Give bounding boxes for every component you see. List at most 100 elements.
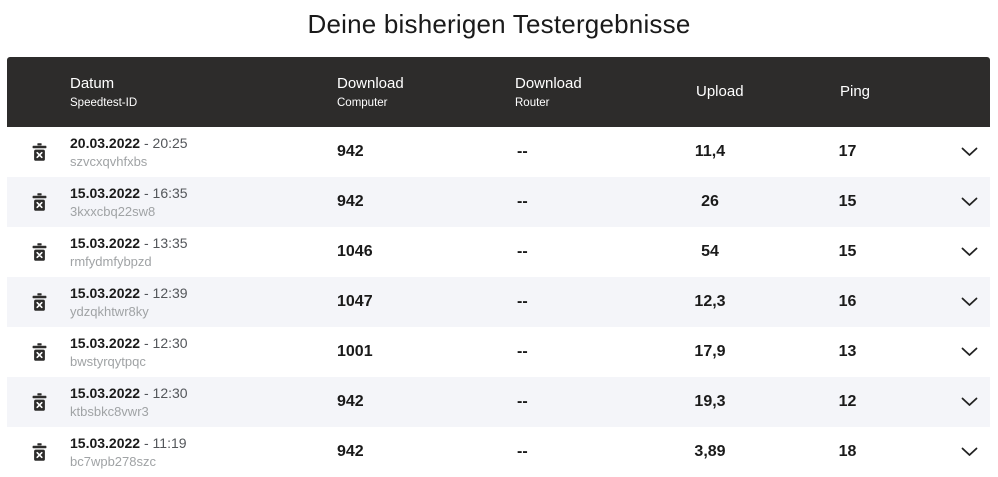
delete-result-button[interactable] <box>28 189 51 215</box>
delete-result-button[interactable] <box>28 289 51 315</box>
upload-value: 12,3 <box>694 293 726 310</box>
column-sublabel-router: Router <box>515 96 550 109</box>
ping-value: 16 <box>838 293 857 310</box>
download-router-value: -- <box>517 243 528 260</box>
expand-row-button[interactable] <box>957 343 982 361</box>
delete-result-button[interactable] <box>28 239 51 265</box>
header-cell-delete <box>7 57 63 127</box>
chevron-down-icon <box>961 397 977 406</box>
expand-row-button[interactable] <box>957 143 982 161</box>
delete-result-button[interactable] <box>28 389 51 415</box>
datum-cell: 20.03.2022 - 20:25 szvcxqvhfxbs <box>63 127 337 177</box>
trash-x-icon <box>32 243 46 261</box>
header-cell-upload: Upload <box>645 57 775 127</box>
delete-result-button[interactable] <box>28 139 51 165</box>
trash-x-icon <box>32 343 46 361</box>
table-header: Datum Speedtest-ID Download Computer Dow… <box>7 57 990 127</box>
download-router-value: -- <box>517 293 528 310</box>
chevron-down-icon <box>961 297 977 306</box>
download-computer-value: 942 <box>337 193 364 210</box>
result-datetime: 15.03.2022 - 12:39 <box>70 285 188 302</box>
speedtest-id: bwstyrqytpqc <box>70 353 146 369</box>
result-datetime: 15.03.2022 - 13:35 <box>70 235 188 252</box>
upload-value: 26 <box>701 193 719 210</box>
result-date: 15.03.2022 <box>70 184 141 201</box>
table-row: 15.03.2022 - 12:39 ydzqkhtwr8ky 1047 -- … <box>7 277 990 327</box>
expand-row-button[interactable] <box>957 193 982 211</box>
expand-row-button[interactable] <box>957 243 982 261</box>
trash-x-icon <box>32 393 46 411</box>
datum-cell: 15.03.2022 - 12:30 bwstyrqytpqc <box>63 327 337 377</box>
chevron-down-icon <box>961 147 977 156</box>
date-time-separator: - <box>143 134 149 151</box>
result-datetime: 15.03.2022 - 12:30 <box>70 335 188 352</box>
upload-value: 11,4 <box>694 143 726 160</box>
header-cell-ping: Ping <box>775 57 920 127</box>
upload-value: 17,9 <box>694 343 726 360</box>
date-time-separator: - <box>143 284 149 301</box>
speedtest-results-table: Datum Speedtest-ID Download Computer Dow… <box>7 57 990 477</box>
ping-value: 12 <box>838 393 857 410</box>
table-body: 20.03.2022 - 20:25 szvcxqvhfxbs 942 -- 1… <box>7 127 990 477</box>
download-computer-value: 942 <box>337 143 364 160</box>
speedtest-id: ktbsbkc8vwr3 <box>70 403 149 419</box>
column-label-download-computer: Download <box>337 74 404 92</box>
download-computer-value: 1046 <box>337 243 373 260</box>
download-router-value: -- <box>517 393 528 410</box>
datum-cell: 15.03.2022 - 12:30 ktbsbkc8vwr3 <box>63 377 337 427</box>
table-row: 15.03.2022 - 13:35 rmfydmfybpzd 1046 -- … <box>7 227 990 277</box>
download-computer-value: 1047 <box>337 293 373 310</box>
delete-result-button[interactable] <box>28 339 51 365</box>
speedtest-id: szvcxqvhfxbs <box>70 153 148 169</box>
table-row: 15.03.2022 - 16:35 3kxxcbq22sw8 942 -- 2… <box>7 177 990 227</box>
result-date: 15.03.2022 <box>70 384 141 401</box>
expand-row-button[interactable] <box>957 293 982 311</box>
chevron-down-icon <box>961 247 977 256</box>
result-time: 12:30 <box>152 334 188 351</box>
expand-row-button[interactable] <box>957 443 982 461</box>
upload-value: 19,3 <box>694 393 726 410</box>
date-time-separator: - <box>143 184 149 201</box>
chevron-down-icon <box>961 197 977 206</box>
result-date: 15.03.2022 <box>70 434 141 451</box>
result-time: 11:19 <box>152 434 187 451</box>
download-router-value: -- <box>517 443 528 460</box>
datum-cell: 15.03.2022 - 16:35 3kxxcbq22sw8 <box>63 177 337 227</box>
download-router-value: -- <box>517 143 528 160</box>
download-router-value: -- <box>517 193 528 210</box>
result-time: 13:35 <box>152 234 188 251</box>
datum-cell: 15.03.2022 - 12:39 ydzqkhtwr8ky <box>63 277 337 327</box>
speedtest-id: rmfydmfybpzd <box>70 253 152 269</box>
download-computer-value: 942 <box>337 393 364 410</box>
date-time-separator: - <box>143 434 149 451</box>
result-datetime: 15.03.2022 - 11:19 <box>70 435 187 452</box>
table-row: 15.03.2022 - 12:30 bwstyrqytpqc 1001 -- … <box>7 327 990 377</box>
header-cell-download-router: Download Router <box>515 57 645 127</box>
trash-x-icon <box>32 143 46 161</box>
result-time: 20:25 <box>152 134 188 151</box>
result-time: 12:30 <box>152 384 188 401</box>
column-sublabel-speedtest-id: Speedtest-ID <box>70 96 138 109</box>
column-label-datum: Datum <box>70 74 115 92</box>
ping-value: 17 <box>838 143 857 160</box>
chevron-down-icon <box>961 447 977 456</box>
date-time-separator: - <box>143 334 149 351</box>
ping-value: 13 <box>838 343 857 360</box>
column-label-upload: Upload <box>696 83 744 100</box>
result-datetime: 15.03.2022 - 12:30 <box>70 385 188 402</box>
table-row: 20.03.2022 - 20:25 szvcxqvhfxbs 942 -- 1… <box>7 127 990 177</box>
expand-row-button[interactable] <box>957 393 982 411</box>
result-time: 12:39 <box>152 284 188 301</box>
delete-result-button[interactable] <box>28 439 51 465</box>
header-cell-datum: Datum Speedtest-ID <box>63 57 337 127</box>
download-computer-value: 1001 <box>337 343 373 360</box>
chevron-down-icon <box>961 347 977 356</box>
speedtest-id: 3kxxcbq22sw8 <box>70 203 156 219</box>
trash-x-icon <box>32 443 46 461</box>
column-label-download-router: Download <box>515 74 582 92</box>
result-date: 15.03.2022 <box>70 234 141 251</box>
column-label-ping: Ping <box>840 83 871 100</box>
column-sublabel-computer: Computer <box>337 96 388 109</box>
date-time-separator: - <box>143 384 149 401</box>
result-time: 16:35 <box>152 184 188 201</box>
